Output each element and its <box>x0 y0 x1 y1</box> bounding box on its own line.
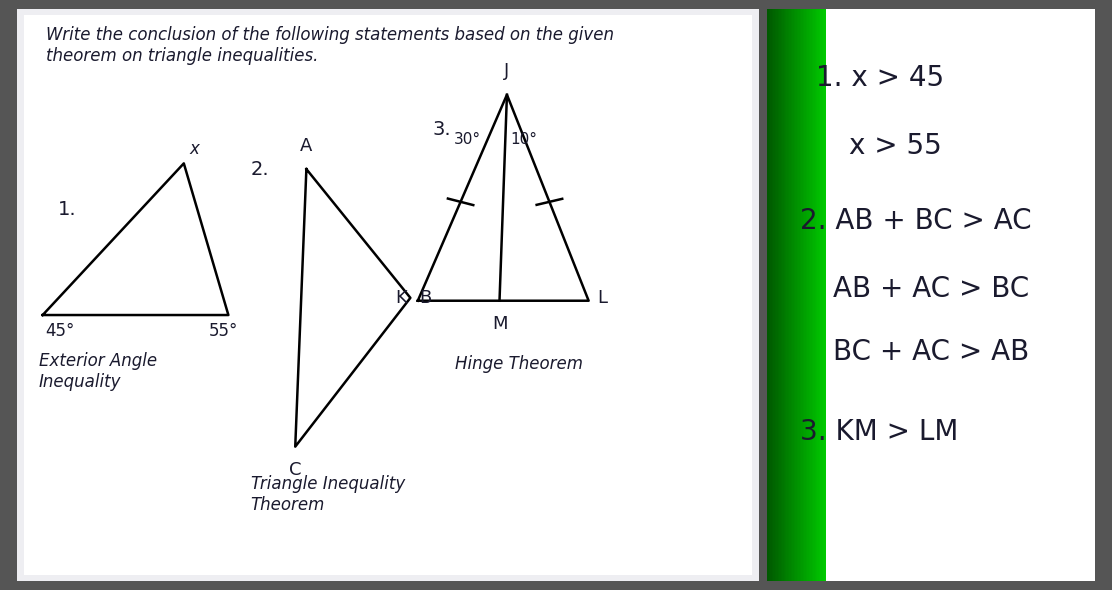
FancyBboxPatch shape <box>794 9 796 581</box>
FancyBboxPatch shape <box>825 9 826 581</box>
Text: 45°: 45° <box>44 323 75 340</box>
Text: 3.: 3. <box>433 120 451 139</box>
Text: Exterior Angle
Inequality: Exterior Angle Inequality <box>39 352 157 391</box>
Text: J: J <box>505 63 509 80</box>
Text: x > 55: x > 55 <box>850 132 942 160</box>
Text: 2.: 2. <box>250 159 269 179</box>
FancyBboxPatch shape <box>775 9 776 581</box>
FancyBboxPatch shape <box>793 9 794 581</box>
Text: x: x <box>189 140 199 158</box>
FancyBboxPatch shape <box>802 9 803 581</box>
FancyBboxPatch shape <box>823 9 825 581</box>
FancyBboxPatch shape <box>768 9 771 581</box>
FancyBboxPatch shape <box>771 9 772 581</box>
FancyBboxPatch shape <box>822 9 824 581</box>
FancyBboxPatch shape <box>807 9 808 581</box>
Text: L: L <box>597 289 607 307</box>
FancyBboxPatch shape <box>803 9 804 581</box>
FancyBboxPatch shape <box>776 9 778 581</box>
Text: 3. KM > LM: 3. KM > LM <box>801 418 959 447</box>
Text: 55°: 55° <box>208 323 238 340</box>
FancyBboxPatch shape <box>788 9 790 581</box>
FancyBboxPatch shape <box>780 9 781 581</box>
FancyBboxPatch shape <box>816 9 817 581</box>
Text: M: M <box>492 315 507 333</box>
FancyBboxPatch shape <box>24 15 752 575</box>
FancyBboxPatch shape <box>808 9 811 581</box>
FancyBboxPatch shape <box>786 9 788 581</box>
Text: Write the conclusion of the following statements based on the given
theorem on t: Write the conclusion of the following st… <box>47 26 615 65</box>
FancyBboxPatch shape <box>800 9 802 581</box>
Text: K: K <box>395 289 407 307</box>
FancyBboxPatch shape <box>795 9 797 581</box>
Text: BC + AC > AB: BC + AC > AB <box>833 338 1029 366</box>
FancyBboxPatch shape <box>798 9 801 581</box>
Text: Hinge Theorem: Hinge Theorem <box>455 355 583 373</box>
Text: 2. AB + BC > AC: 2. AB + BC > AC <box>801 206 1032 235</box>
Text: 10°: 10° <box>510 132 538 147</box>
FancyBboxPatch shape <box>772 9 774 581</box>
FancyBboxPatch shape <box>817 9 820 581</box>
FancyBboxPatch shape <box>812 9 813 581</box>
FancyBboxPatch shape <box>810 9 812 581</box>
FancyBboxPatch shape <box>784 9 785 581</box>
Text: 1. x > 45: 1. x > 45 <box>816 64 944 91</box>
FancyBboxPatch shape <box>777 9 780 581</box>
FancyBboxPatch shape <box>797 9 798 581</box>
FancyBboxPatch shape <box>814 9 816 581</box>
Text: AB + AC > BC: AB + AC > BC <box>833 276 1029 303</box>
FancyBboxPatch shape <box>813 9 815 581</box>
Text: C: C <box>289 461 301 479</box>
FancyBboxPatch shape <box>826 9 1095 581</box>
FancyBboxPatch shape <box>773 9 775 581</box>
FancyBboxPatch shape <box>782 9 784 581</box>
FancyBboxPatch shape <box>821 9 822 581</box>
FancyBboxPatch shape <box>791 9 793 581</box>
FancyBboxPatch shape <box>17 9 759 581</box>
Text: Triangle Inequality
Theorem: Triangle Inequality Theorem <box>250 476 405 514</box>
Text: A: A <box>300 137 312 155</box>
FancyBboxPatch shape <box>767 9 770 581</box>
FancyBboxPatch shape <box>790 9 792 581</box>
Text: B: B <box>419 289 431 307</box>
FancyBboxPatch shape <box>785 9 787 581</box>
FancyBboxPatch shape <box>806 9 807 581</box>
FancyBboxPatch shape <box>781 9 783 581</box>
FancyBboxPatch shape <box>818 9 821 581</box>
Text: 30°: 30° <box>454 132 481 147</box>
FancyBboxPatch shape <box>804 9 806 581</box>
Text: 1.: 1. <box>58 199 76 219</box>
